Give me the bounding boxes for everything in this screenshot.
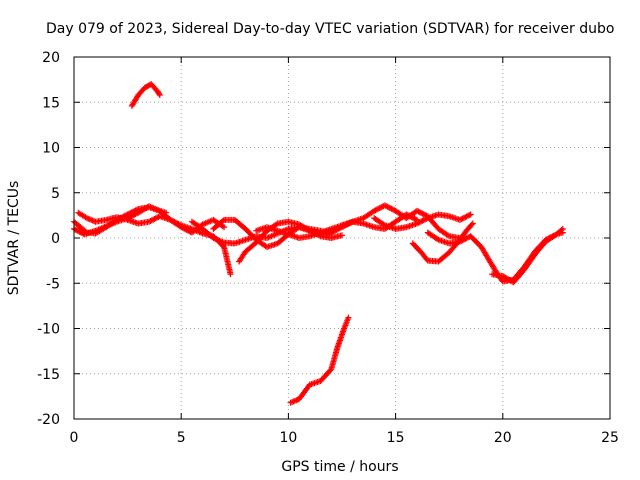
data-point-marker [156,90,162,97]
axis-ticks: 0 5 10 15 20 25 -20 -15 -10 -5 0 5 10 15 20 [37,50,619,446]
data-point-marker [375,205,382,212]
y-tick-label: 15 [42,95,60,111]
x-tick-label: 10 [279,430,297,446]
series-arc-i [287,314,352,406]
data-point-marker [221,224,228,231]
y-tick-label: -20 [37,412,60,428]
x-axis-label: GPS time / hours [281,459,398,475]
data-point-marker [156,92,163,98]
y-axis-label: SDTVAR / TECUs [6,181,22,296]
x-tick-label: 0 [70,430,79,446]
x-tick-label: 5 [177,430,186,446]
data-point-marker [444,232,451,239]
data-point-marker [467,211,474,218]
series-arc-g [236,218,345,265]
x-tick-label: 20 [494,430,512,446]
data-point-marker [558,227,565,233]
data-point-marker [345,314,352,321]
y-tick-label: -15 [37,367,60,383]
y-tick-label: 5 [51,186,60,202]
y-tick-label: 20 [42,50,60,66]
data-point-marker [559,225,566,232]
y-tick-label: 10 [42,141,60,157]
series-arc-j [339,202,463,241]
data-point-marker [227,271,234,278]
data-point-marker [219,217,226,224]
data-point-marker [468,221,475,228]
y-tick-label: -10 [37,322,60,338]
data-point-marker [469,220,476,227]
data-point-marker [339,232,345,239]
y-tick-label: 0 [51,231,60,247]
y-tick-label: -5 [46,276,60,292]
series-arc-k [371,211,474,232]
series-arc-d [128,81,163,109]
chart-title: Day 079 of 2023, Sidereal Day-to-day VTE… [46,21,614,37]
x-tick-label: 25 [601,430,619,446]
series-arc-n [489,225,566,286]
x-tick-label: 15 [387,430,405,446]
plot-border [73,56,611,420]
series-group [71,81,566,406]
